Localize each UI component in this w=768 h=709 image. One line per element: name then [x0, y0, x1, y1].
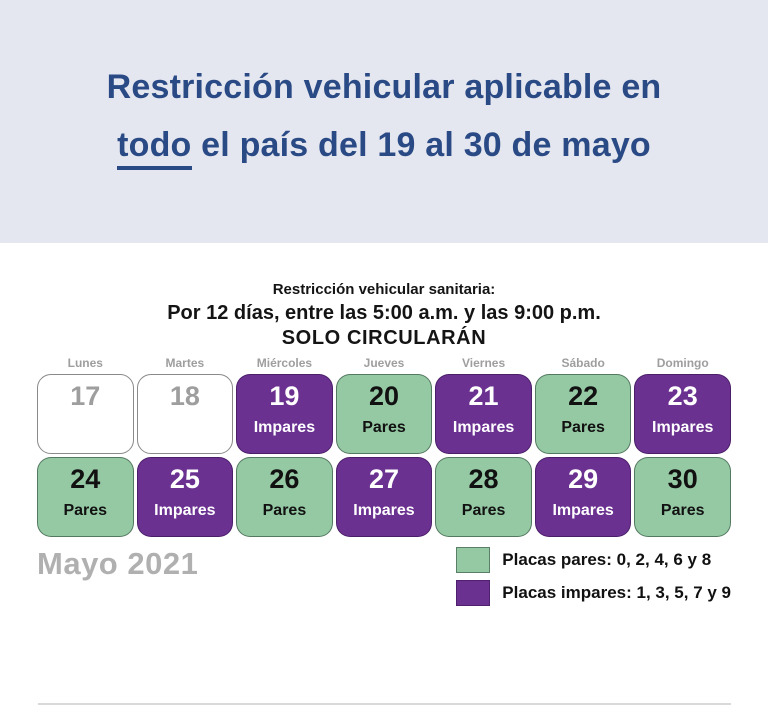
page-title-line2: todo el país del 19 al 30 de mayo: [117, 125, 651, 170]
title-underlined-word: todo: [117, 127, 192, 170]
calendar-grid: Lunes Martes Miércoles Jueves Viernes Sábado D…: [37, 356, 731, 537]
day-header: Domingo: [656, 356, 709, 370]
day-plate-label: Impares: [452, 419, 515, 437]
day-number: 30: [667, 464, 698, 494]
day-number: 29: [568, 464, 599, 494]
restriction-calendar: Lunes Martes Miércoles Jueves Viernes Sábado D…: [37, 356, 731, 537]
calendar-day-cell: 22 Pares: [534, 374, 632, 454]
day-plate-label: Pares: [362, 419, 406, 437]
day-number: 17: [70, 381, 101, 411]
day-number: 27: [368, 464, 400, 494]
day-plate-label: Pares: [63, 502, 108, 520]
day-number: 18: [169, 381, 200, 411]
day-number: 22: [568, 381, 599, 411]
pares-color-swatch: [456, 547, 491, 573]
day-plate-label: Impares: [652, 419, 714, 437]
subtitle-circulate-line: SOLO CIRCULARÁN: [281, 327, 487, 349]
calendar-day-cell: 28 Pares: [435, 457, 532, 537]
month-label: Mayo 2021: [37, 546, 199, 581]
calendar-day-cell: 21 Impares: [435, 374, 532, 454]
legend-row-impares: Placas impares: 1, 3, 5, 7 y 9: [456, 580, 731, 606]
calendar-day-cell: 24 Pares: [37, 457, 134, 537]
calendar-day-cell: 27 Impares: [335, 457, 433, 537]
day-plate-label: Pares: [262, 502, 307, 520]
day-number: 28: [468, 464, 499, 494]
day-plate-label: Pares: [660, 502, 705, 520]
day-number: 26: [269, 464, 300, 494]
calendar-day-cell: 26 Pares: [236, 457, 333, 537]
calendar-day-cell: 17: [37, 374, 134, 454]
day-header: Lunes: [67, 356, 103, 370]
page-title-line1: Restricción vehicular aplicable en: [106, 68, 662, 107]
day-number: 20: [368, 381, 400, 411]
day-plate-label: Pares: [461, 502, 506, 520]
day-plate-label: Impares: [253, 419, 316, 437]
subtitle-hours-line: Por 12 días, entre las 5:00 a.m. y las 9…: [167, 302, 601, 324]
day-header: Jueves: [363, 356, 405, 370]
day-number: 21: [468, 381, 499, 411]
day-plate-label: Impares: [353, 502, 415, 520]
legend: Placas pares: 0, 2, 4, 6 y 8 Placas impa…: [456, 547, 731, 606]
day-plate-label: Impares: [552, 502, 614, 520]
title-line2-rest: el país del 19 al 30 de mayo: [191, 126, 651, 165]
legend-row-pares: Placas pares: 0, 2, 4, 6 y 8: [456, 547, 731, 573]
day-header: Miércoles: [256, 356, 313, 370]
calendar-day-cell: 25 Impares: [136, 457, 234, 537]
calendar-day-cell: 23 Impares: [634, 374, 731, 454]
calendar-day-cell: 18: [136, 374, 234, 454]
impares-color-swatch: [456, 580, 491, 606]
calendar-footer: Mayo 2021 Placas pares: 0, 2, 4, 6 y 8 P…: [37, 546, 731, 606]
day-plate-label: Pares: [561, 419, 605, 437]
legend-impares-label: Placas impares: 1, 3, 5, 7 y 9: [502, 583, 731, 602]
restriction-subtitle: Restricción vehicular sanitaria: Por 12 …: [0, 281, 768, 350]
calendar-day-cell: 29 Impares: [534, 457, 632, 537]
day-number: 23: [667, 381, 698, 411]
day-plate-label: Impares: [154, 502, 216, 520]
day-number: 24: [70, 464, 101, 494]
day-number: 19: [269, 381, 300, 411]
calendar-day-cell: 19 Impares: [236, 374, 333, 454]
header-banner: Restricción vehicular aplicable en todo …: [0, 0, 768, 243]
calendar-day-cell: 30 Pares: [634, 457, 731, 537]
bottom-divider-line: [38, 703, 731, 705]
day-number: 25: [169, 464, 200, 494]
day-header: Viernes: [461, 356, 506, 370]
calendar-day-cell: 20 Pares: [335, 374, 433, 454]
legend-pares-label: Placas pares: 0, 2, 4, 6 y 8: [502, 550, 712, 569]
subtitle-sanitary-line: Restricción vehicular sanitaria:: [272, 281, 496, 298]
day-header: Sábado: [561, 356, 605, 370]
day-header: Martes: [165, 356, 205, 370]
